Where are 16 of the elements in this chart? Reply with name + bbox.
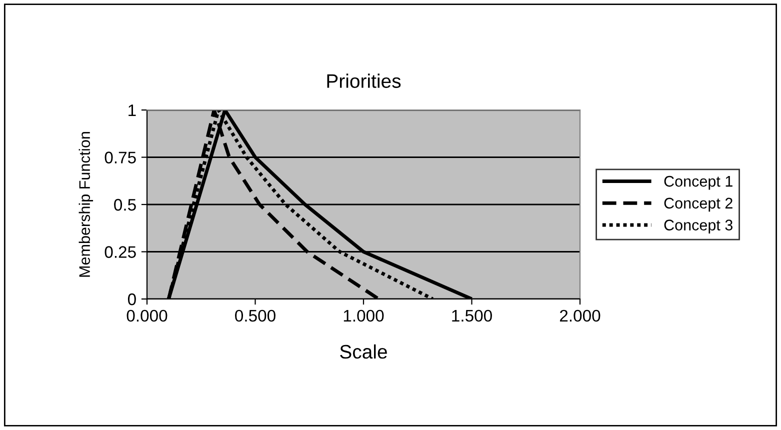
x-tick-label: 1.500: [452, 310, 492, 322]
x-tick-label: 1.000: [344, 310, 384, 322]
legend-label: Concept 1: [664, 176, 732, 190]
legend-label: Concept 2: [664, 198, 732, 212]
x-tick-label: 2.000: [560, 310, 600, 322]
x-tick-label: 0.000: [126, 310, 168, 322]
y-tick-label: 0.5: [114, 198, 136, 211]
y-tick-label: 0.75: [104, 152, 136, 164]
x-axis-title: Scale: [340, 344, 387, 359]
y-axis-title: Membership Function: [78, 132, 94, 277]
y-tick-label: 1: [128, 104, 136, 116]
legend-label: Concept 3: [664, 220, 732, 234]
x-tick-label: 0.500: [235, 310, 276, 322]
chart-title: Priorities: [327, 74, 401, 88]
y-tick-label: 0: [128, 293, 136, 306]
y-tick-label: 0.25: [104, 246, 136, 258]
